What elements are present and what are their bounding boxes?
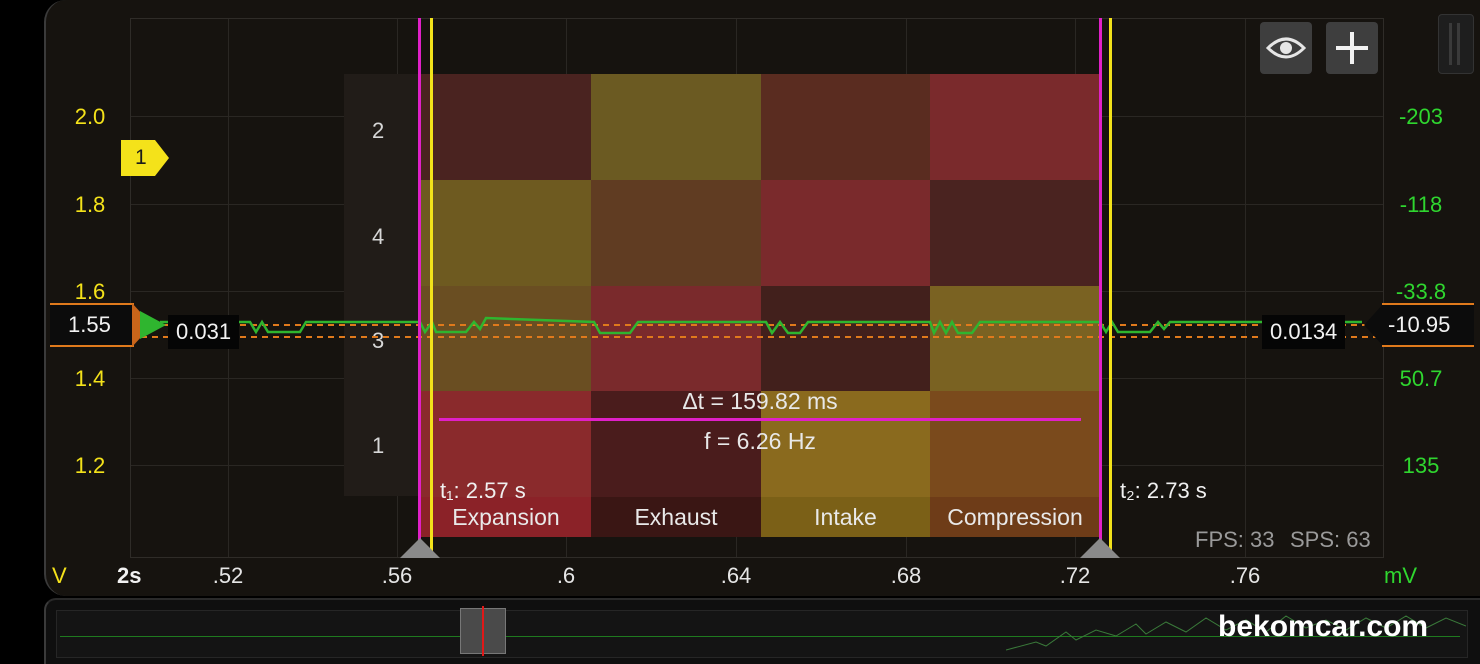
delta-t-readout: Δt = 159.82 ms [682, 388, 838, 414]
x-axis-tick: .52 [212, 563, 244, 588]
phase-compression: Compression [930, 497, 1100, 537]
visibility-button[interactable] [1260, 22, 1312, 74]
plot-area[interactable] [130, 18, 1384, 558]
cursor-1-line[interactable] [418, 18, 421, 558]
row-label: 3 [372, 328, 385, 353]
t2-readout: t₂: 2.73 s [1120, 478, 1207, 503]
right-value-pointer-icon [1364, 303, 1384, 347]
x-axis-tick: .56 [381, 563, 413, 588]
right-value: -10.95 [1388, 312, 1451, 337]
x-axis-tick: .76 [1229, 563, 1261, 588]
x-axis-tick: .64 [720, 563, 752, 588]
sps-readout: SPS: 63 [1290, 527, 1371, 552]
right-axis-tick: -203 [1398, 104, 1444, 129]
cursor-2-value: 0.0134 [1262, 315, 1346, 349]
channel-marker-label: 1 [135, 146, 147, 169]
left-unit-label: V [52, 563, 67, 588]
phase-exhaust: Exhaust [591, 497, 761, 537]
row-label: 4 [372, 224, 385, 249]
left-value-pointer-icon [132, 303, 166, 347]
x-axis-tick: .72 [1059, 563, 1091, 588]
left-axis-tick: 1.8 [74, 192, 106, 217]
cursor-1-value: 0.031 [168, 315, 240, 349]
phase-intake: Intake [761, 497, 930, 537]
channel-1-marker[interactable]: 1 [121, 140, 169, 176]
cursor-2-handle[interactable] [1080, 538, 1120, 558]
overview-strip[interactable]: bekomcar.com [44, 598, 1480, 664]
right-unit-label: mV [1384, 563, 1417, 588]
right-axis-tick: 135 [1402, 453, 1440, 478]
phase-expansion: Expansion [421, 497, 591, 537]
cursor-1-handle[interactable] [400, 538, 440, 558]
fps-readout: FPS: 33 [1195, 527, 1275, 552]
right-axis-tick: 50.7 [1399, 366, 1443, 391]
timebase-label[interactable]: 2s [117, 563, 142, 588]
frequency-readout: f = 6.26 Hz [704, 428, 816, 454]
add-button[interactable] [1326, 22, 1378, 74]
delta-t-bar [439, 418, 1081, 421]
left-value: 1.55 [68, 312, 111, 337]
cursor-2-line[interactable] [1099, 18, 1102, 558]
x-axis-tick: .68 [890, 563, 922, 588]
overview-trace [1006, 615, 1466, 651]
cursor-2-marker[interactable] [1109, 18, 1112, 558]
side-panel-handle[interactable] [1438, 14, 1474, 74]
right-axis-tick: -118 [1399, 192, 1443, 217]
left-axis-tick: 1.4 [74, 366, 106, 391]
left-value-tag[interactable]: 1.55 [50, 303, 134, 347]
watermark: bekomcar.com [1218, 610, 1429, 643]
left-axis-tick: 2.0 [74, 104, 106, 129]
right-value-tag[interactable]: -10.95 [1382, 303, 1474, 347]
eye-icon [1265, 37, 1307, 59]
row-label: 1 [372, 433, 385, 458]
right-axis-tick: -33.8 [1395, 279, 1447, 304]
left-axis-tick: 1.2 [74, 453, 106, 478]
plus-icon [1336, 32, 1368, 64]
t1-readout: t₁: 2.57 s [440, 478, 526, 503]
row-label: 2 [372, 118, 385, 143]
x-axis-tick: .6 [556, 563, 576, 588]
left-axis-tick: 1.6 [74, 279, 106, 304]
overview-position-marker [482, 606, 484, 656]
cursor-1-marker[interactable] [430, 18, 433, 558]
